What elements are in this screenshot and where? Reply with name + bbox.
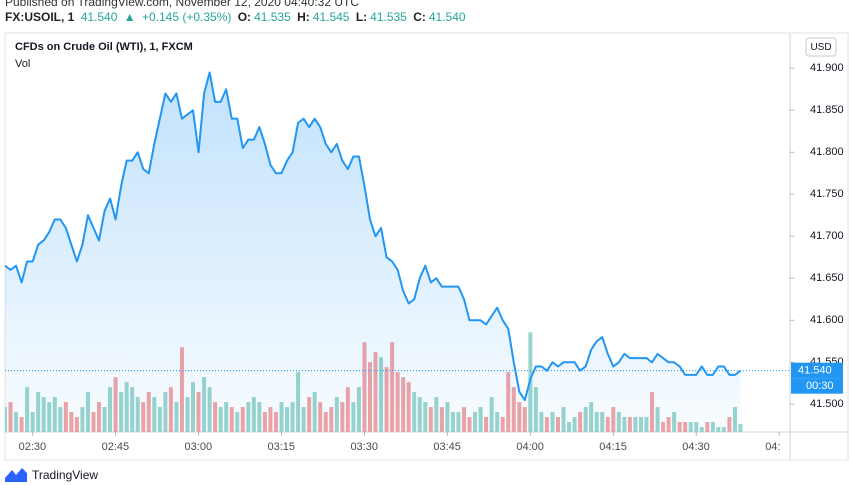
countdown-label: 00:30 (806, 380, 834, 392)
symbol: FX:USOIL, 1 (5, 10, 75, 24)
x-tick-label: 02:30 (19, 441, 47, 453)
ohlc-value: 41.535 (254, 10, 291, 24)
x-tick-label: 04:00 (516, 441, 544, 453)
published-note: Published on TradingView.com, November 1… (5, 0, 359, 9)
currency-button[interactable] (805, 37, 837, 57)
tradingview-logo: TradingView (5, 468, 98, 482)
y-tick-label: 41.750 (810, 188, 844, 200)
ohlc-key: H: (297, 10, 310, 24)
x-tick-label: 02:45 (102, 441, 130, 453)
y-tick-label: 41.850 (810, 104, 844, 116)
last-price-label: 41.540 (798, 365, 832, 377)
chart-frame (4, 32, 849, 461)
change-arrow: ▲ (123, 10, 136, 24)
y-tick-label: 41.700 (810, 230, 844, 242)
currency-label[interactable]: USD (810, 42, 831, 53)
price-layer (5, 71, 790, 432)
ohlc-value: 41.540 (428, 10, 466, 24)
y-tick-label: 41.900 (810, 62, 844, 74)
last-value: 41.540 (80, 10, 118, 24)
y-tick-label: 41.800 (810, 146, 844, 158)
x-tick-label: 03:30 (350, 441, 378, 453)
brand: TradingView (32, 468, 98, 482)
change: +0.145 (+0.35%) (141, 10, 232, 24)
chart-title: CFDs on Crude Oil (WTI), 1, FXCM (15, 41, 193, 53)
x-tick-label: 03:45 (433, 441, 461, 453)
y-tick-label: 41.650 (810, 272, 844, 284)
y-tick-label: 41.600 (810, 314, 844, 326)
symbol-legend: FX:USOIL, 1 41.540 ▲ +0.145 (+0.35%) O: 4… (5, 10, 469, 24)
ohlc-key: L: (355, 10, 368, 24)
logo-icon (5, 468, 27, 482)
ohlc-key: C: (413, 10, 426, 24)
axes-layer: 41.50041.55041.60041.65041.70041.75041.8… (19, 62, 844, 453)
last-price-badge (791, 362, 843, 379)
price-line (5, 71, 742, 402)
ohlc-value: 41.545 (312, 10, 350, 24)
ohlc-value: 41.535 (370, 10, 407, 24)
x-tick-label: 04: (765, 441, 780, 453)
x-tick-label: 04:15 (599, 441, 627, 453)
ohlc-key: O: (237, 10, 252, 24)
x-tick-label: 03:00 (185, 441, 213, 453)
countdown-badge (791, 378, 843, 394)
x-tick-label: 03:15 (268, 441, 296, 453)
volume-label: Vol (15, 58, 30, 70)
y-tick-label: 41.500 (810, 398, 844, 410)
area-fill (5, 72, 741, 432)
x-tick-label: 04:30 (682, 441, 710, 453)
